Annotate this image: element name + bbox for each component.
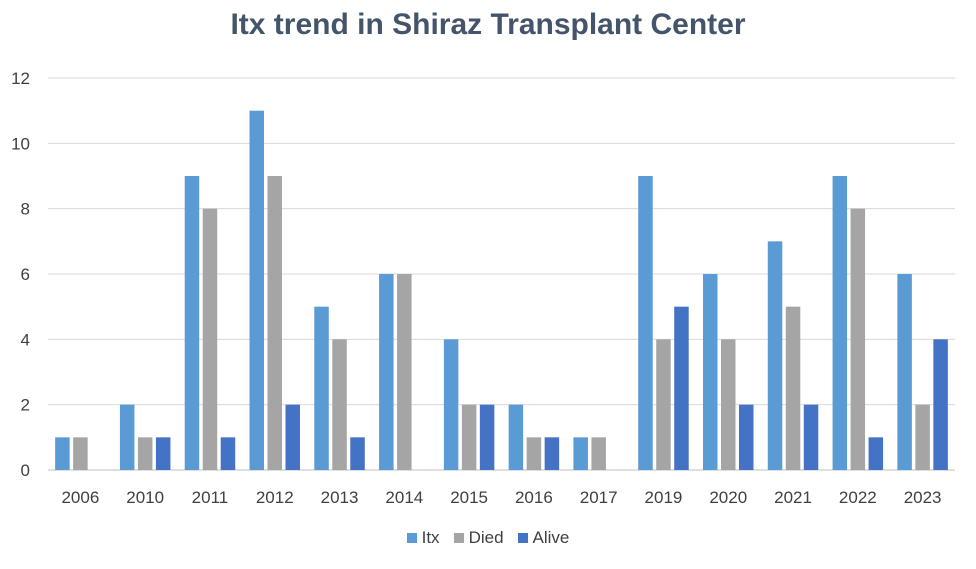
bar-itx-2011 xyxy=(184,176,200,470)
x-tick-label: 2012 xyxy=(256,488,294,507)
bar-died-2019 xyxy=(656,339,671,470)
y-tick-label: 12 xyxy=(11,69,30,88)
bar-alive-2011 xyxy=(220,437,236,470)
bar-itx-2015 xyxy=(443,339,459,470)
legend-item-alive: Alive xyxy=(517,528,570,548)
legend-label: Itx xyxy=(421,528,440,547)
bar-died-2021 xyxy=(785,306,801,470)
bar-died-2020 xyxy=(721,339,736,470)
x-tick-label: 2023 xyxy=(904,488,942,507)
x-tick-label: 2019 xyxy=(645,488,683,507)
bar-died-2010 xyxy=(137,437,153,470)
x-tick-label: 2006 xyxy=(61,488,99,507)
bar-died-2012 xyxy=(267,176,282,470)
bar-itx-2006 xyxy=(55,437,70,470)
legend-item-itx: Itx xyxy=(406,528,440,548)
x-tick-label: 2013 xyxy=(321,488,359,507)
x-tick-label: 2022 xyxy=(839,488,877,507)
x-tick-label: 2014 xyxy=(385,488,423,507)
bar-alive-2020 xyxy=(739,404,754,470)
legend-label: Alive xyxy=(532,528,570,547)
y-tick-label: 2 xyxy=(21,396,30,415)
x-tick-label: 2011 xyxy=(192,488,229,507)
legend-item-died: Died xyxy=(453,528,504,548)
bar-itx-2020 xyxy=(703,274,718,470)
bar-itx-2013 xyxy=(314,306,329,470)
y-tick-label: 10 xyxy=(11,134,30,153)
y-tick-label: 4 xyxy=(21,330,30,349)
bar-itx-2021 xyxy=(767,241,783,470)
bar-died-2023 xyxy=(915,404,930,470)
bar-alive-2012 xyxy=(285,404,300,470)
bar-died-2014 xyxy=(397,274,412,470)
legend: Itx Died Alive xyxy=(0,528,976,548)
bar-itx-2022 xyxy=(832,176,848,470)
bar-alive-2021 xyxy=(803,404,819,470)
bar-itx-2012 xyxy=(249,110,264,471)
bar-alive-2013 xyxy=(350,437,365,470)
y-tick-label: 0 xyxy=(21,461,30,480)
x-tick-label: 2020 xyxy=(709,488,747,507)
bar-alive-2022 xyxy=(868,437,884,470)
x-tick-label: 2015 xyxy=(450,488,488,507)
x-tick-label: 2017 xyxy=(580,488,618,507)
bar-itx-2023 xyxy=(897,274,912,470)
legend-label: Died xyxy=(468,528,504,547)
bar-alive-2015 xyxy=(479,404,495,470)
y-tick-label: 8 xyxy=(21,200,30,219)
bar-died-2011 xyxy=(202,208,218,470)
bar-alive-2016 xyxy=(544,437,560,470)
bar-alive-2010 xyxy=(155,437,171,470)
legend-swatch xyxy=(453,533,464,543)
legend-swatch xyxy=(517,533,528,543)
bar-died-2013 xyxy=(332,339,347,470)
bar-alive-2023 xyxy=(933,339,948,470)
x-tick-label: 2021 xyxy=(774,488,812,507)
legend-swatch xyxy=(406,533,417,543)
x-tick-label: 2016 xyxy=(515,488,553,507)
bar-itx-2016 xyxy=(508,404,524,470)
bar-itx-2010 xyxy=(119,404,135,470)
bar-itx-2014 xyxy=(379,274,394,470)
bar-alive-2019 xyxy=(674,306,689,470)
bar-died-2017 xyxy=(591,437,606,470)
bar-died-2006 xyxy=(73,437,88,470)
y-tick-label: 6 xyxy=(21,265,30,284)
bar-died-2022 xyxy=(850,208,866,470)
chart-title: Itx trend in Shiraz Transplant Center xyxy=(230,8,746,41)
bar-died-2016 xyxy=(526,437,542,470)
bar-itx-2017 xyxy=(573,437,588,470)
x-tick-label: 2010 xyxy=(126,488,164,507)
bar-itx-2019 xyxy=(638,176,653,470)
bar-died-2015 xyxy=(461,404,477,470)
